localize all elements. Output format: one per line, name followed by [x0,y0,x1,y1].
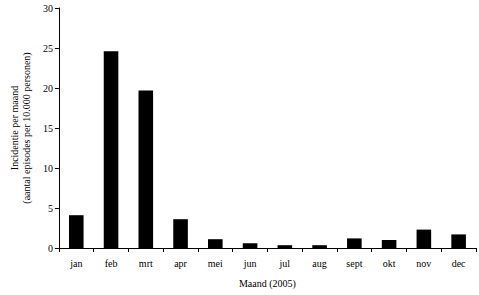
svg-text:30: 30 [43,3,53,14]
svg-text:Maand (2005): Maand (2005) [239,278,296,290]
svg-text:15: 15 [43,123,53,134]
svg-text:20: 20 [43,83,53,94]
svg-text:jul: jul [279,258,291,269]
svg-text:aug: aug [312,258,326,269]
svg-text:jun: jun [243,258,257,269]
svg-text:feb: feb [105,258,118,269]
svg-text:Incidentie per maand: Incidentie per maand [9,86,20,170]
svg-text:apr: apr [174,258,187,269]
svg-text:5: 5 [48,203,53,214]
svg-text:mrt: mrt [139,258,153,269]
svg-text:mei: mei [208,258,223,269]
svg-text:okt: okt [383,258,396,269]
svg-text:(aantal episodes per 10.000 pe: (aantal episodes per 10.000 personen) [21,52,33,203]
svg-text:dec: dec [452,258,466,269]
svg-text:25: 25 [43,43,53,54]
svg-text:jan: jan [69,258,82,269]
svg-text:0: 0 [48,243,53,254]
svg-text:nov: nov [416,258,431,269]
svg-text:sept: sept [346,258,362,269]
svg-text:10: 10 [43,163,53,174]
